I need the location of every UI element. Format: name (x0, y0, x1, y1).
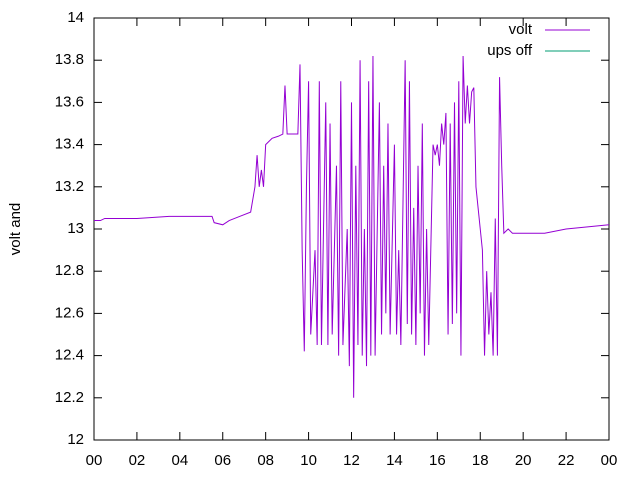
x-tick-label: 10 (300, 452, 317, 469)
y-tick-label: 12.4 (55, 347, 84, 364)
x-tick-label: 04 (171, 452, 188, 469)
y-tick-label: 13.6 (55, 93, 84, 110)
y-tick-label: 12.2 (55, 389, 84, 406)
x-tick-label: 08 (257, 452, 274, 469)
y-tick-label: 13.4 (55, 136, 84, 153)
x-tick-label: 22 (558, 452, 575, 469)
y-tick-label: 12.6 (55, 304, 84, 321)
x-tick-label: 12 (343, 452, 360, 469)
data-line (94, 55, 610, 398)
legend-label: ups off (487, 42, 533, 59)
y-tick-label: 13.8 (55, 51, 84, 68)
x-tick-label: 14 (386, 452, 403, 469)
y-tick-label: 13.2 (55, 178, 84, 195)
y-tick-label: 12 (67, 431, 84, 448)
y-tick-label: 14 (67, 9, 84, 26)
x-tick-label: 06 (214, 452, 231, 469)
x-tick-label: 02 (129, 452, 146, 469)
x-tick-label: 16 (429, 452, 446, 469)
y-tick-label: 12.8 (55, 262, 84, 279)
plot-frame (93, 17, 610, 441)
x-tick-label: 00 (86, 452, 103, 469)
y-tick-label: 13 (67, 220, 84, 237)
x-tick-label: 20 (515, 452, 532, 469)
x-tick-label: 00 (601, 452, 618, 469)
legend-label: volt (509, 21, 533, 38)
y-axis-label: volt and (7, 203, 24, 256)
x-tick-label: 18 (472, 452, 489, 469)
